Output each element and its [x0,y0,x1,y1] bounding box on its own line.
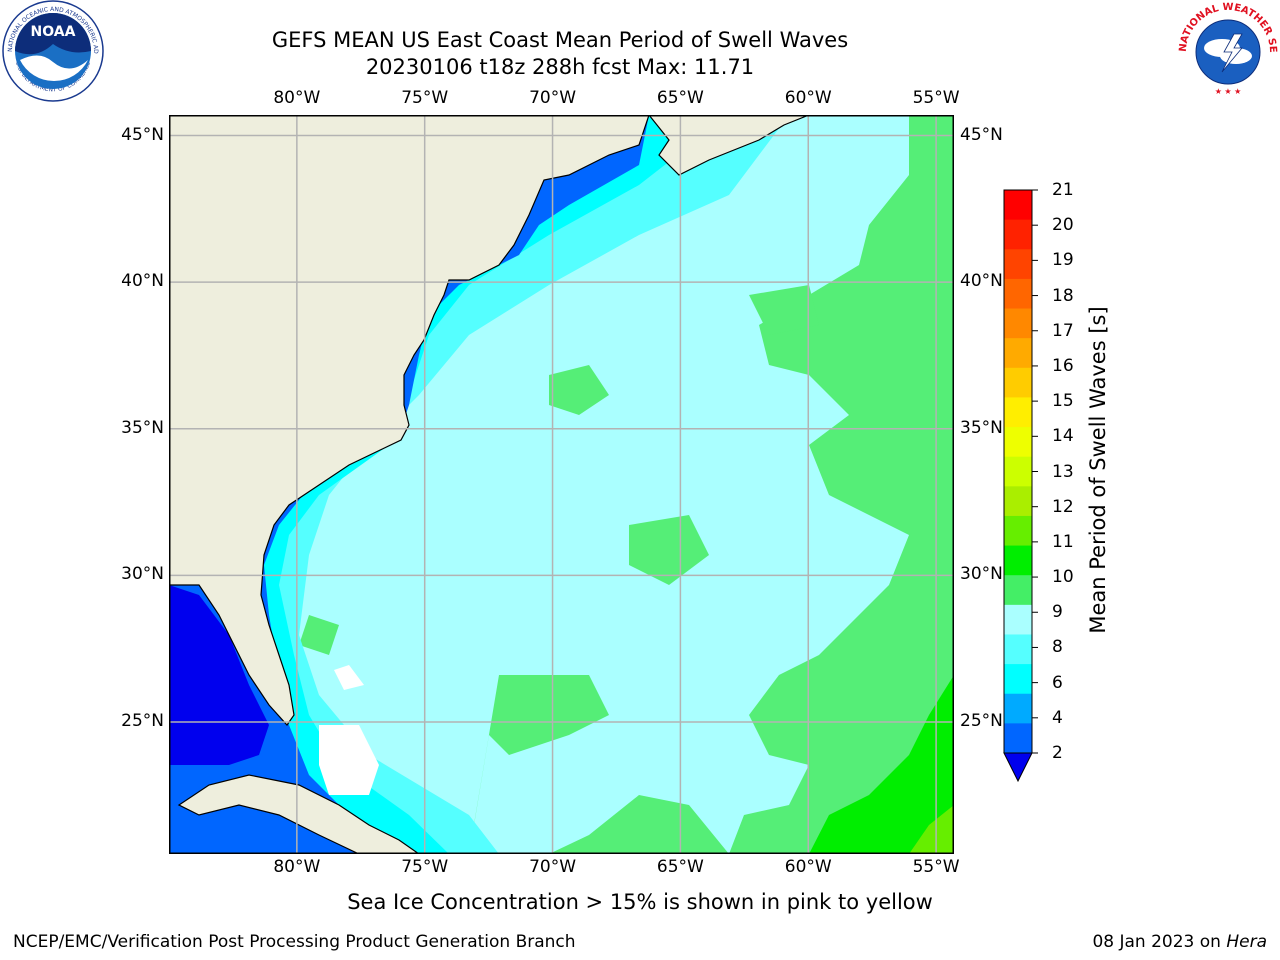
colorbar-tick-label: 4 [1052,707,1063,728]
map-frame [169,115,954,854]
colorbar-segment [1004,693,1032,724]
swell-9-10s-patch [299,615,339,655]
swell-10-11s-region [809,675,954,854]
land-us-coast [169,115,650,726]
colorbar-tick-label: 15 [1052,391,1074,412]
graticule [169,115,954,854]
swell-11-12s-region [909,805,954,854]
latitude-label-left: 25°N [121,711,164,732]
swell-9-10s-region [729,115,954,854]
colorbar-segment [1004,397,1032,428]
longitude-label-top: 60°W [784,88,832,108]
swell-9-10s-patch [629,515,709,585]
colorbar-segment [1004,278,1032,310]
colorbar [1003,189,1038,783]
longitude-label-top: 80°W [273,88,321,108]
latitude-label-right: 30°N [960,564,1003,585]
colorbar-segment [1004,634,1032,665]
colorbar-segment [1004,190,1032,221]
colorbar-segment [1004,456,1032,487]
colorbar-segment [1004,486,1032,517]
colorbar-extend-triangle [1003,752,1033,783]
colorbar-tick-label: 9 [1052,602,1063,623]
longitude-label-top: 70°W [529,88,577,108]
longitude-label-bottom: 60°W [784,857,832,877]
colorbar-tick-label: 8 [1052,637,1063,658]
latitude-label-right: 45°N [960,124,1003,145]
colorbar-tick-label: 18 [1052,285,1074,306]
colorbar-segment [1004,723,1032,754]
colorbar-tick-label: 6 [1052,672,1063,693]
colorbar-tick-label: 20 [1052,215,1074,236]
swell-period-map [169,115,954,854]
colorbar-label: Mean Period of Swell Waves [s] [1086,306,1110,634]
longitude-label-bottom: 70°W [529,857,577,877]
colorbar-segment [1004,427,1032,458]
latitude-label-right: 35°N [960,417,1003,438]
land-cuba [177,774,421,854]
chart-title: GEFS MEAN US East Coast Mean Period of S… [271,28,849,52]
colorbar-segment [1004,367,1032,398]
colorbar-segment [1004,545,1032,576]
colorbar-tick-label: 11 [1052,531,1074,552]
swell-9-10s-patch [549,365,609,415]
footer-date-text: 08 Jan 2023 on [1092,932,1227,952]
colorbar-segment [1004,575,1032,606]
footer-host: Hera [1226,932,1267,952]
colorbar-segment [1004,338,1032,369]
colorbar-segment [1004,515,1032,547]
colorbar-tick-label: 12 [1052,496,1074,517]
colorbar-tick-label: 19 [1052,250,1074,271]
colorbar-tick-label: 13 [1052,461,1074,482]
longitude-label-bottom: 80°W [273,857,321,877]
longitude-label-top: 65°W [656,88,704,108]
chart-subtitle: 20230106 t18z 288h fcst Max: 11.71 [365,55,755,79]
colorbar-tick-label: 10 [1052,567,1074,588]
longitude-label-bottom: 75°W [401,857,449,877]
longitude-label-top: 75°W [401,88,449,108]
latitude-label-left: 45°N [121,124,164,145]
latitude-label-left: 40°N [121,271,164,292]
colorbar-tick-label: 17 [1052,320,1074,341]
land-nova-scotia [648,115,810,176]
latitude-label-left: 30°N [121,564,164,585]
colorbar-segment [1004,219,1032,250]
longitude-label-bottom: 55°W [912,857,960,877]
nws-stars-icon: ★ ★ ★ [1215,87,1242,96]
noaa-logo-text: NOAA [31,24,76,40]
swell-below-2s-region [169,585,269,765]
land-bahamas [334,665,364,690]
footer-date: 08 Jan 2023 on Hera [1092,932,1267,952]
land-bahamas [319,725,379,795]
longitude-label-top: 55°W [912,88,960,108]
swell-9-10s-patch [469,675,729,854]
longitude-label-bottom: 65°W [656,857,704,877]
footer-credit: NCEP/EMC/Verification Post Processing Pr… [13,932,576,952]
colorbar-tick-label: 21 [1052,180,1074,200]
colorbar-tick-label: 16 [1052,355,1074,376]
colorbar-segment [1004,664,1032,695]
noaa-logo: NATIONAL OCEANIC AND ATMOSPHERIC ADMINIS… [0,0,104,102]
swell-9-10s-patch [749,285,819,335]
colorbar-tick-label: 2 [1052,743,1063,763]
colorbar-tick-label: 14 [1052,426,1074,447]
sea-ice-note: Sea Ice Concentration > 15% is shown in … [347,890,933,914]
latitude-label-right: 25°N [960,711,1003,732]
colorbar-segment [1004,249,1032,280]
latitude-label-left: 35°N [121,417,164,438]
nws-logo: NATIONAL WEATHER SERVICE ★ ★ ★ [1176,0,1278,98]
latitude-label-right: 40°N [960,271,1003,292]
colorbar-segment [1004,308,1032,339]
colorbar-segment [1004,604,1032,635]
